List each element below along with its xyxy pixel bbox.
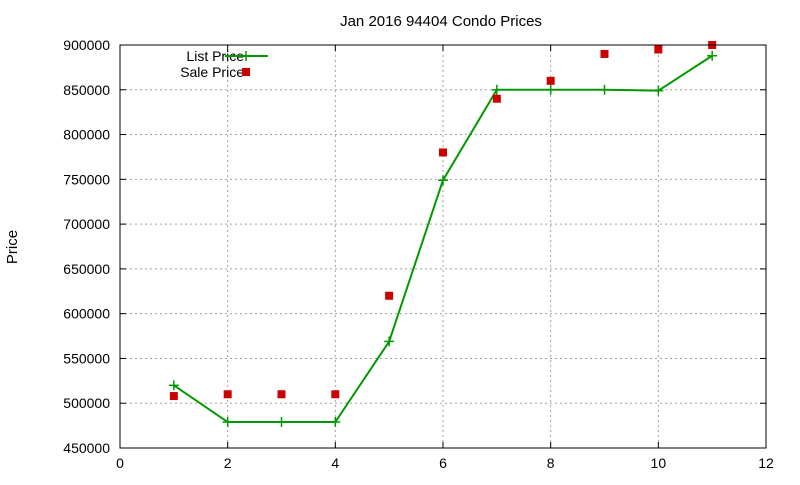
y-tick-label: 550000	[63, 350, 110, 366]
y-tick-label: 750000	[63, 171, 110, 187]
list-price-point	[491, 84, 502, 95]
list-price-point	[330, 417, 341, 428]
chart-title: Jan 2016 94404 Condo Prices	[340, 13, 542, 30]
x-tick-label: 12	[758, 455, 774, 471]
sale-price-point	[439, 148, 447, 157]
legend-square-marker	[242, 68, 250, 76]
sale-price-point	[169, 392, 178, 401]
list-price-point	[168, 380, 179, 391]
sale-price-point	[223, 390, 232, 399]
x-tick-label: 10	[651, 455, 667, 471]
y-tick-label: 900000	[63, 37, 110, 53]
grid	[120, 45, 766, 448]
x-tick-label: 4	[331, 455, 339, 471]
y-tick-label: 600000	[63, 306, 110, 322]
plot-frame	[119, 44, 767, 449]
list-price-point	[707, 50, 718, 61]
list-price-point	[599, 84, 610, 95]
series-layer	[168, 41, 718, 428]
list-price-point	[276, 417, 287, 428]
sale-price-point	[331, 390, 340, 399]
x-tick-label: 2	[224, 455, 232, 471]
list-price-point	[545, 84, 556, 95]
list-price-point	[384, 336, 395, 347]
legend-label: Sale Price	[180, 64, 244, 80]
x-tick-label: 0	[116, 455, 124, 471]
y-tick-label: 500000	[63, 395, 110, 411]
y-tick-label: 650000	[63, 261, 110, 277]
sale-price-point	[654, 45, 663, 54]
list-price-point	[438, 175, 448, 186]
y-tick-label: 700000	[63, 216, 110, 232]
list-price-point	[653, 85, 664, 96]
y-tick-label: 850000	[63, 82, 110, 98]
legend-label: List Price	[186, 48, 244, 64]
y-axis-label: Price	[4, 230, 21, 264]
sale-price-point	[492, 94, 501, 103]
list-price-point	[222, 417, 233, 428]
sale-price-point	[600, 49, 609, 58]
sale-price-point	[385, 291, 394, 300]
x-tick-label: 6	[439, 455, 447, 471]
y-tick-label: 800000	[63, 127, 110, 143]
x-tick-label: 8	[547, 455, 555, 471]
legend-cross-marker	[241, 51, 251, 61]
y-tick-label: 450000	[63, 440, 110, 456]
sale-price-point	[546, 76, 555, 85]
sale-price-point	[277, 390, 286, 399]
